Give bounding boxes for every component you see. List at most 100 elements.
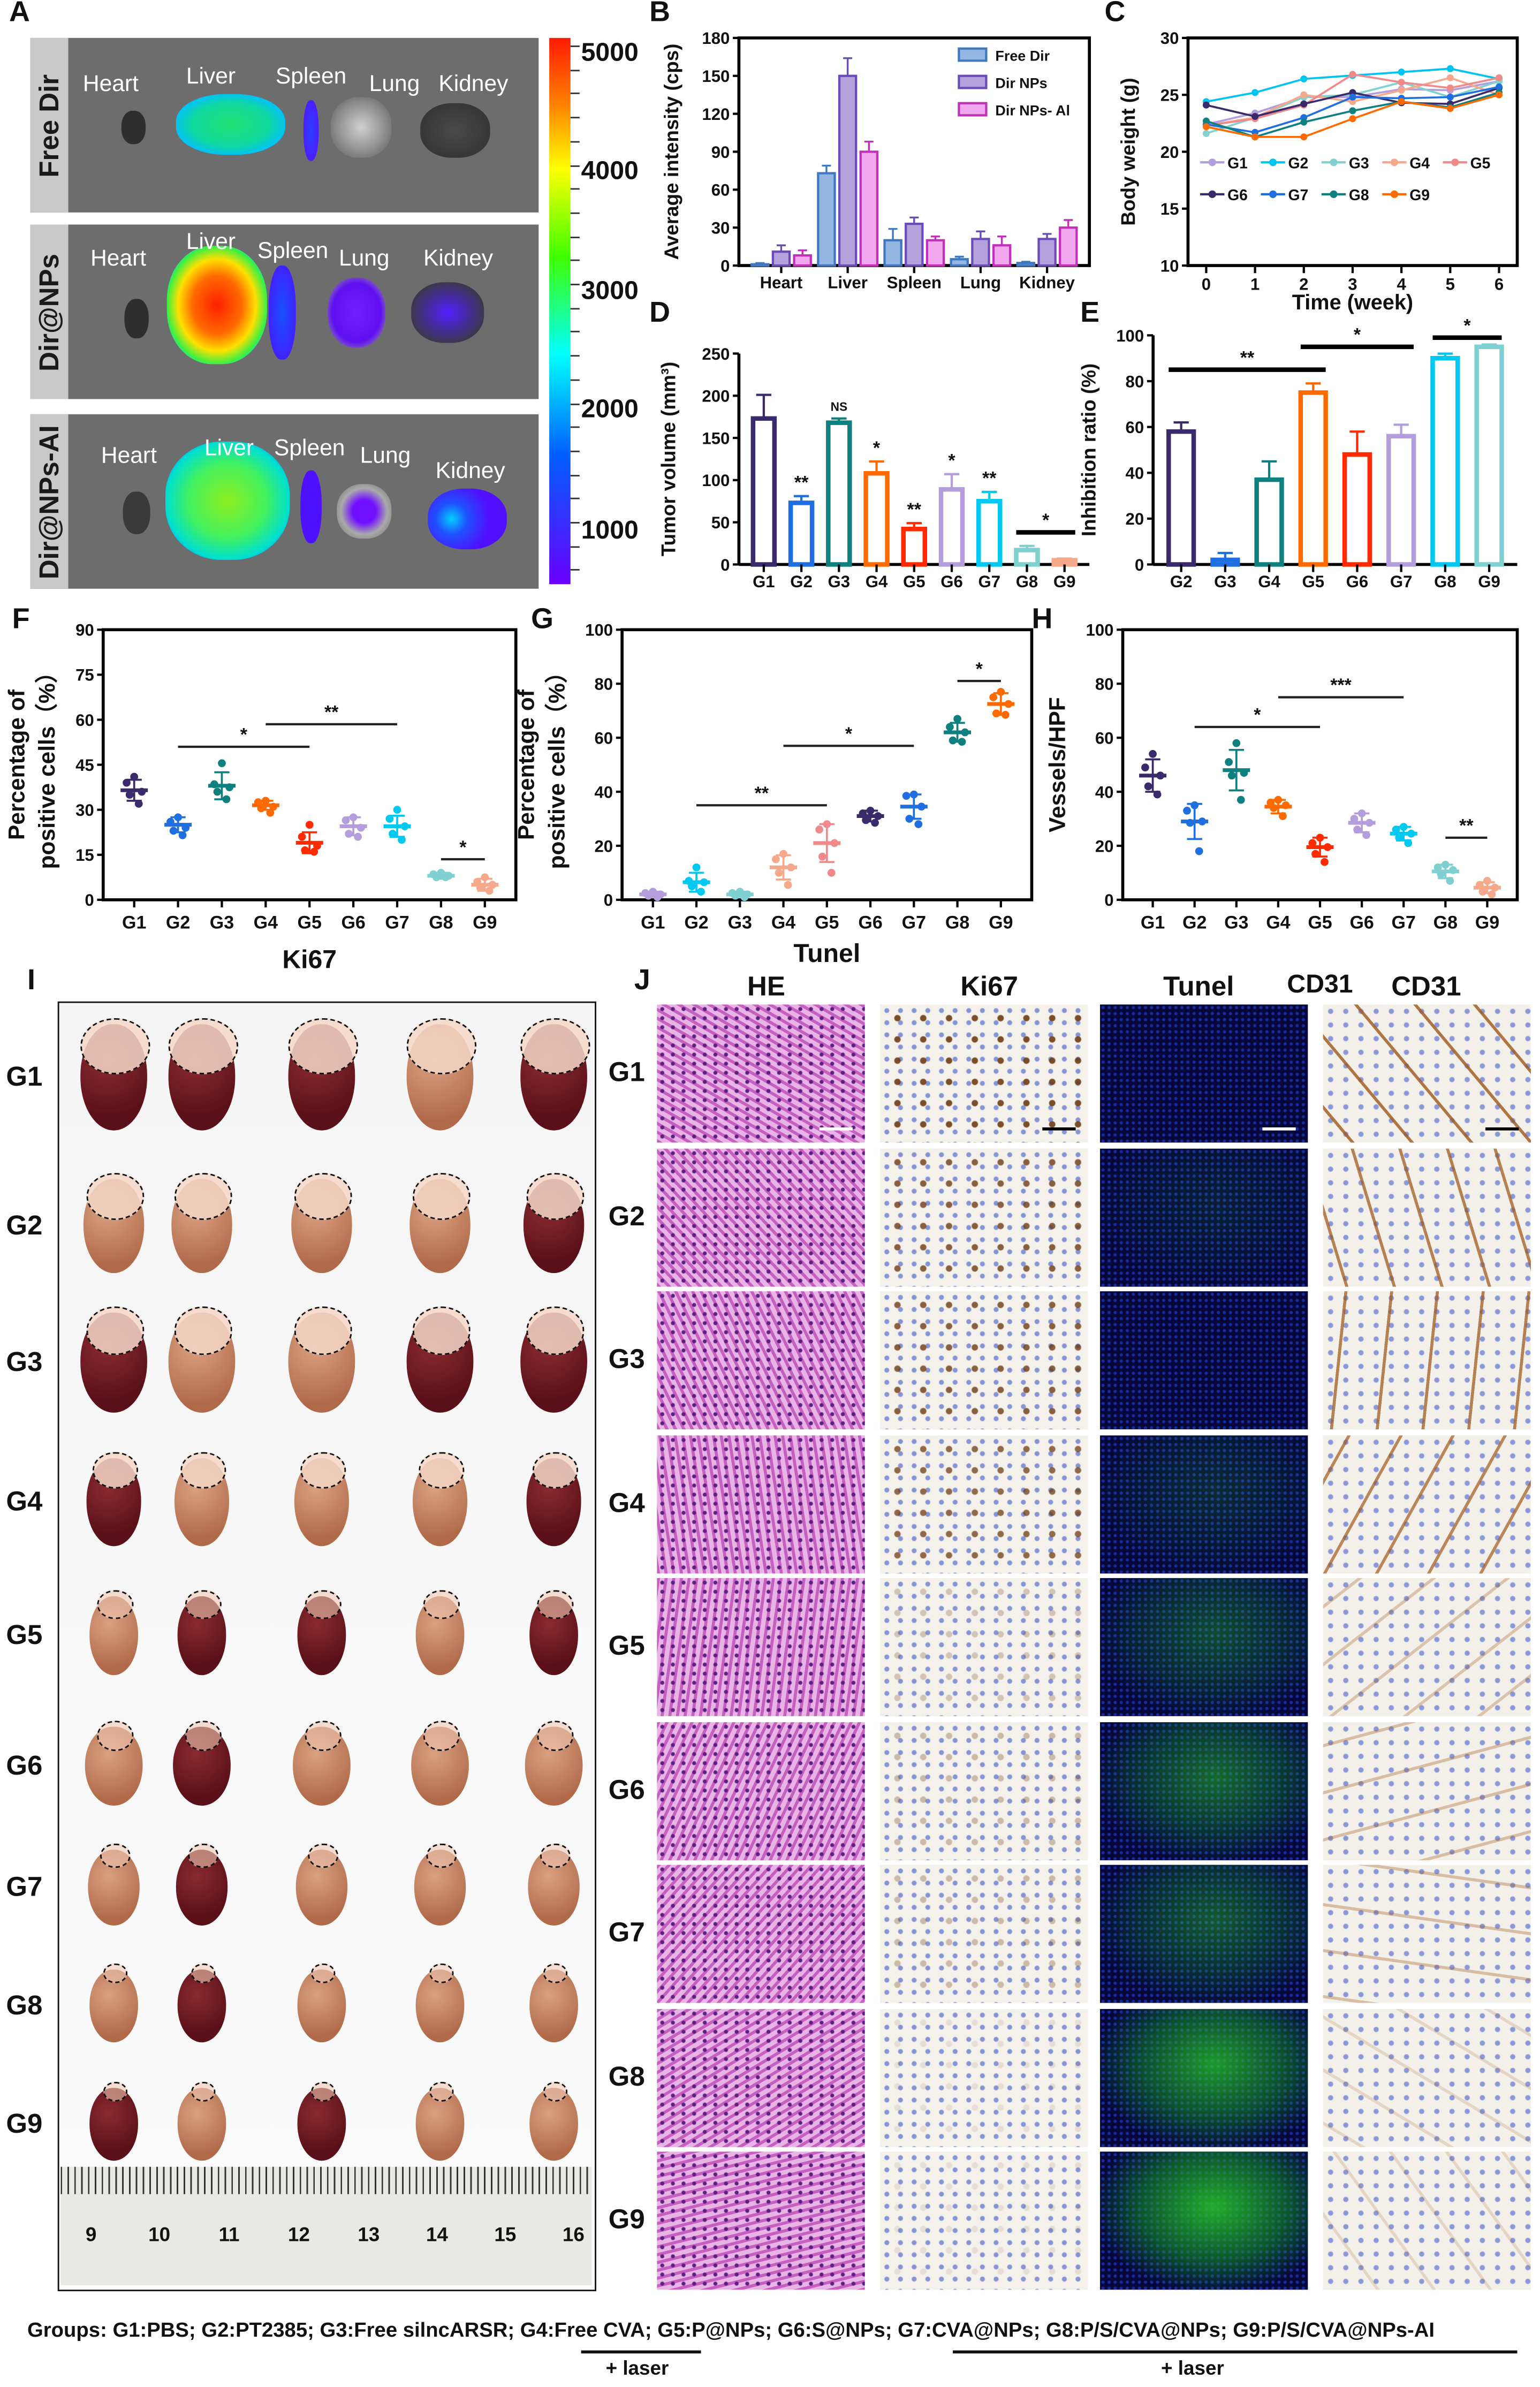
bar bbox=[1298, 390, 1328, 567]
data-point bbox=[1300, 91, 1308, 98]
sd-bar bbox=[1145, 758, 1160, 793]
tumor-outline bbox=[429, 1963, 454, 1984]
significance-label: ** bbox=[907, 499, 922, 520]
group-label: G1 bbox=[608, 1057, 645, 1087]
data-point bbox=[178, 831, 187, 839]
x-tick-label: G6 bbox=[1346, 572, 1369, 591]
error-bar bbox=[1217, 551, 1233, 560]
histology-image bbox=[1323, 1865, 1531, 2003]
y-tick-label: 0 bbox=[1135, 556, 1144, 574]
y-tick-label: 30 bbox=[711, 219, 730, 238]
bar bbox=[859, 150, 879, 267]
colorbar-tick bbox=[570, 355, 580, 357]
y-axis-title: Inhibition ratio (%) bbox=[1078, 363, 1100, 536]
histology-image bbox=[880, 1578, 1088, 1716]
data-point bbox=[992, 709, 1000, 718]
sd-bar bbox=[1354, 812, 1370, 833]
y-axis-title: Average intensity (cps) bbox=[661, 44, 682, 260]
data-point bbox=[692, 863, 701, 872]
error-bar bbox=[1481, 343, 1497, 347]
organ-image bbox=[176, 94, 285, 155]
legend-marker bbox=[1330, 190, 1338, 198]
colorbar-tick-label: 3000 bbox=[581, 276, 639, 305]
data-point bbox=[949, 736, 957, 745]
histology-image bbox=[1100, 1435, 1308, 1573]
colorbar-tick bbox=[570, 236, 580, 238]
significance-label: * bbox=[873, 438, 881, 458]
x-tick-label: G9 bbox=[989, 913, 1013, 933]
data-point bbox=[1495, 91, 1503, 98]
tumor-outline bbox=[305, 1590, 342, 1620]
organ-label: Spleen bbox=[274, 435, 345, 461]
data-point bbox=[134, 800, 143, 808]
legend-marker bbox=[1390, 158, 1398, 166]
bar bbox=[1014, 548, 1040, 567]
sd-bar bbox=[732, 890, 748, 898]
colorbar-tick bbox=[570, 284, 580, 285]
colorbar-tick bbox=[570, 522, 580, 524]
bar bbox=[901, 526, 928, 567]
x-tick-label: G8 bbox=[429, 913, 453, 933]
significance-label: ** bbox=[324, 702, 339, 723]
y-tick-label: 200 bbox=[702, 387, 730, 406]
histology-image bbox=[657, 1291, 865, 1430]
tumor-outline bbox=[543, 1963, 568, 1984]
ruler-number: 16 bbox=[562, 2223, 585, 2246]
organ-label: Kidney bbox=[423, 246, 494, 272]
error-bar bbox=[1019, 544, 1035, 550]
data-point bbox=[1251, 89, 1259, 96]
data-point bbox=[266, 808, 275, 817]
data-point bbox=[784, 881, 792, 889]
y-tick-label: 75 bbox=[75, 666, 94, 685]
y-tick-label: 15 bbox=[75, 846, 94, 865]
column-header: Ki67 bbox=[960, 971, 1018, 1002]
chart-f: 0 15 30 45 60 75 90 Percentage of positive cells… bbox=[4, 621, 518, 974]
y-tick-label: 150 bbox=[702, 429, 730, 448]
group-label: G9 bbox=[6, 2108, 43, 2139]
sd-bar bbox=[258, 800, 274, 811]
histology-image bbox=[657, 1435, 865, 1573]
error-bar bbox=[1349, 430, 1365, 454]
tumor-outline bbox=[304, 1721, 342, 1752]
histology-image bbox=[1323, 2008, 1531, 2147]
data-point bbox=[342, 816, 350, 824]
colorbar-tick bbox=[570, 117, 580, 119]
data-point bbox=[902, 792, 911, 800]
tumor-outline bbox=[173, 1173, 233, 1221]
column-header: CD31 bbox=[1391, 971, 1461, 1002]
x-tick-label: G2 bbox=[1170, 572, 1193, 591]
data-point bbox=[1202, 117, 1210, 125]
organ-image bbox=[123, 491, 150, 534]
x-tick-label: G8 bbox=[945, 913, 969, 933]
group-label: G7 bbox=[608, 1917, 645, 1948]
data-point bbox=[298, 832, 306, 841]
ruler-number: 10 bbox=[148, 2223, 171, 2246]
organ-image bbox=[337, 484, 392, 539]
x-axis-title: Ki67 bbox=[282, 945, 337, 974]
data-point bbox=[1446, 84, 1454, 92]
colorbar-tick bbox=[570, 69, 580, 71]
x-tick-label: G1 bbox=[753, 572, 775, 591]
group-label: G2 bbox=[6, 1210, 43, 1241]
legend-marker bbox=[1269, 158, 1277, 166]
x-tick-label: 3 bbox=[1348, 275, 1357, 293]
chart-e: 0 20 40 60 80 100 Inhibition ratio (%) G2 G3 G4 G5… bbox=[1078, 315, 1518, 591]
organ-label: Liver bbox=[186, 229, 236, 255]
tumor-outline bbox=[520, 1018, 590, 1075]
x-axis-title: Tunel bbox=[793, 939, 860, 968]
chart-b: 0 30 60 90 120 150 180 Average intensity (cps) H… bbox=[661, 29, 1091, 292]
bar bbox=[817, 172, 836, 267]
organ-image bbox=[121, 110, 146, 145]
groups-caption: Groups: G1:PBS; G2:PT2385; G3:Free silnc… bbox=[27, 2318, 1435, 2341]
data-point bbox=[130, 772, 139, 781]
bar bbox=[883, 239, 902, 267]
error-bar bbox=[822, 164, 831, 173]
data-point bbox=[989, 693, 998, 701]
histology-image bbox=[880, 1148, 1088, 1286]
group-label: G6 bbox=[608, 1774, 645, 1805]
tumor-outline bbox=[293, 1173, 353, 1221]
tumor-outline bbox=[423, 1590, 460, 1620]
group-label: G4 bbox=[608, 1487, 645, 1518]
data-point bbox=[953, 715, 961, 723]
